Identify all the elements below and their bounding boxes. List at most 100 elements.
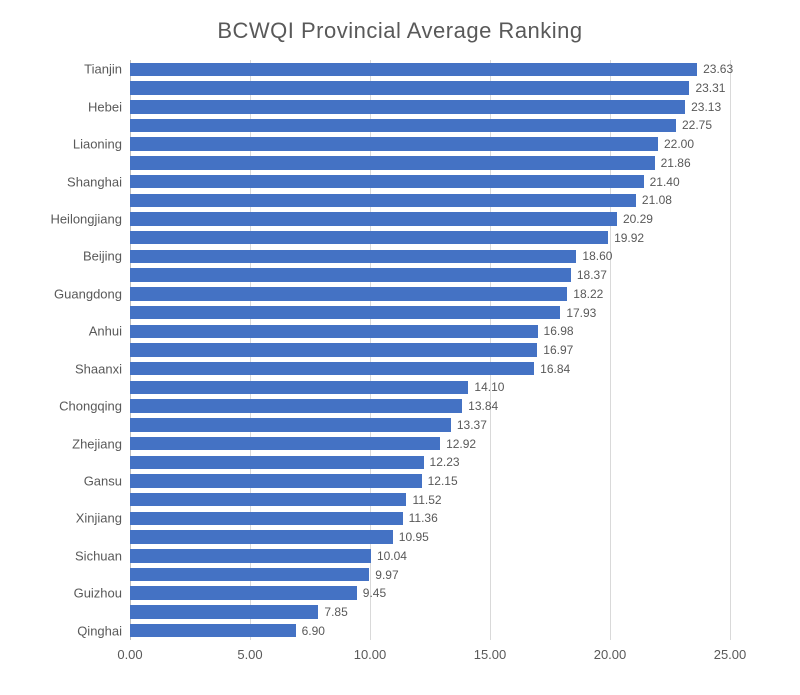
bar: 23.31 — [130, 81, 689, 94]
bar-value-label: 21.08 — [636, 193, 672, 207]
bar: 17.93 — [130, 306, 560, 319]
plot-area: 0.005.0010.0015.0020.0025.00Tianjin23.63… — [130, 60, 730, 640]
bar: 7.85 — [130, 605, 318, 618]
bar-row: 14.10 — [130, 381, 730, 394]
bar-value-label: 10.04 — [371, 549, 407, 563]
bar-value-label: 23.31 — [689, 81, 725, 95]
bar-row: Liaoning22.00 — [130, 137, 730, 150]
bar: 11.36 — [130, 512, 403, 525]
bar-value-label: 21.40 — [644, 175, 680, 189]
category-label: Anhui — [10, 324, 130, 339]
bar: 13.37 — [130, 418, 451, 431]
bar-row: Guizhou9.45 — [130, 586, 730, 599]
bar-row: 7.85 — [130, 605, 730, 618]
bar: 21.86 — [130, 156, 655, 169]
bar-row: Xinjiang11.36 — [130, 512, 730, 525]
bar-value-label: 6.90 — [296, 624, 325, 638]
bcwqi-chart: BCWQI Provincial Average Ranking 0.005.0… — [0, 0, 800, 695]
bar-row: 23.31 — [130, 81, 730, 94]
bar-row: 19.92 — [130, 231, 730, 244]
bar-value-label: 19.92 — [608, 231, 644, 245]
bar-row: Gansu12.15 — [130, 474, 730, 487]
bar: 22.75 — [130, 119, 676, 132]
bar-row: 13.37 — [130, 418, 730, 431]
bar-row: 17.93 — [130, 306, 730, 319]
x-tick-label: 25.00 — [714, 647, 747, 662]
bar-row: Shanghai21.40 — [130, 175, 730, 188]
x-tick-label: 20.00 — [594, 647, 627, 662]
bar-row: 18.37 — [130, 268, 730, 281]
x-tick-label: 10.00 — [354, 647, 387, 662]
bar-value-label: 12.23 — [424, 455, 460, 469]
bar-row: Beijing18.60 — [130, 250, 730, 263]
bar-row: 10.95 — [130, 530, 730, 543]
bar-row: Sichuan10.04 — [130, 549, 730, 562]
category-label: Xinjiang — [10, 511, 130, 526]
bar-value-label: 18.37 — [571, 268, 607, 282]
bar-value-label: 12.92 — [440, 437, 476, 451]
bar: 23.63 — [130, 63, 697, 76]
bar: 10.95 — [130, 530, 393, 543]
category-label: Guangdong — [10, 286, 130, 301]
bar-value-label: 16.84 — [534, 362, 570, 376]
bar-row: 21.86 — [130, 156, 730, 169]
bar-value-label: 21.86 — [655, 156, 691, 170]
bar: 14.10 — [130, 381, 468, 394]
bar: 23.13 — [130, 100, 685, 113]
gridline — [730, 60, 731, 640]
bar-row: 21.08 — [130, 194, 730, 207]
bar-value-label: 13.84 — [462, 399, 498, 413]
bar: 21.08 — [130, 194, 636, 207]
bar-value-label: 14.10 — [468, 380, 504, 394]
bar-row: Hebei23.13 — [130, 100, 730, 113]
bar-value-label: 9.97 — [369, 568, 398, 582]
bar-value-label: 20.29 — [617, 212, 653, 226]
bar: 12.92 — [130, 437, 440, 450]
bar-row: Zhejiang12.92 — [130, 437, 730, 450]
bar-value-label: 13.37 — [451, 418, 487, 432]
category-label: Liaoning — [10, 137, 130, 152]
bar-row: Qinghai6.90 — [130, 624, 730, 637]
bar-value-label: 11.52 — [406, 493, 441, 507]
x-tick-label: 15.00 — [474, 647, 507, 662]
category-label: Guizhou — [10, 586, 130, 601]
bar: 20.29 — [130, 212, 617, 225]
bar-value-label: 10.95 — [393, 530, 429, 544]
bar-value-label: 12.15 — [422, 474, 458, 488]
bar: 12.23 — [130, 456, 424, 469]
bar: 16.84 — [130, 362, 534, 375]
bar-value-label: 7.85 — [318, 605, 347, 619]
bar: 12.15 — [130, 474, 422, 487]
x-tick-label: 0.00 — [117, 647, 142, 662]
bar-row: Guangdong18.22 — [130, 287, 730, 300]
bar-row: 22.75 — [130, 119, 730, 132]
bar: 21.40 — [130, 175, 644, 188]
bar-row: Chongqing13.84 — [130, 399, 730, 412]
bar-value-label: 16.97 — [537, 343, 573, 357]
bar-value-label: 18.60 — [576, 249, 612, 263]
category-label: Chongqing — [10, 399, 130, 414]
bar-row: Shaanxi16.84 — [130, 362, 730, 375]
bar-value-label: 22.75 — [676, 118, 712, 132]
category-label: Beijing — [10, 249, 130, 264]
chart-title: BCWQI Provincial Average Ranking — [0, 18, 800, 44]
bar: 18.22 — [130, 287, 567, 300]
bar-row: Anhui16.98 — [130, 325, 730, 338]
category-label: Sichuan — [10, 548, 130, 563]
bar: 9.97 — [130, 568, 369, 581]
bar: 22.00 — [130, 137, 658, 150]
bar: 19.92 — [130, 231, 608, 244]
category-label: Heilongjiang — [10, 212, 130, 227]
bar-row: Tianjin23.63 — [130, 63, 730, 76]
bar-row: 16.97 — [130, 343, 730, 356]
bar-value-label: 18.22 — [567, 287, 603, 301]
category-label: Zhejiang — [10, 436, 130, 451]
bar: 6.90 — [130, 624, 296, 637]
category-label: Hebei — [10, 99, 130, 114]
bar-row: 12.23 — [130, 456, 730, 469]
category-label: Shaanxi — [10, 361, 130, 376]
bar-row: Heilongjiang20.29 — [130, 212, 730, 225]
bar-value-label: 17.93 — [560, 306, 596, 320]
bar-value-label: 16.98 — [538, 324, 574, 338]
bar-value-label: 22.00 — [658, 137, 694, 151]
